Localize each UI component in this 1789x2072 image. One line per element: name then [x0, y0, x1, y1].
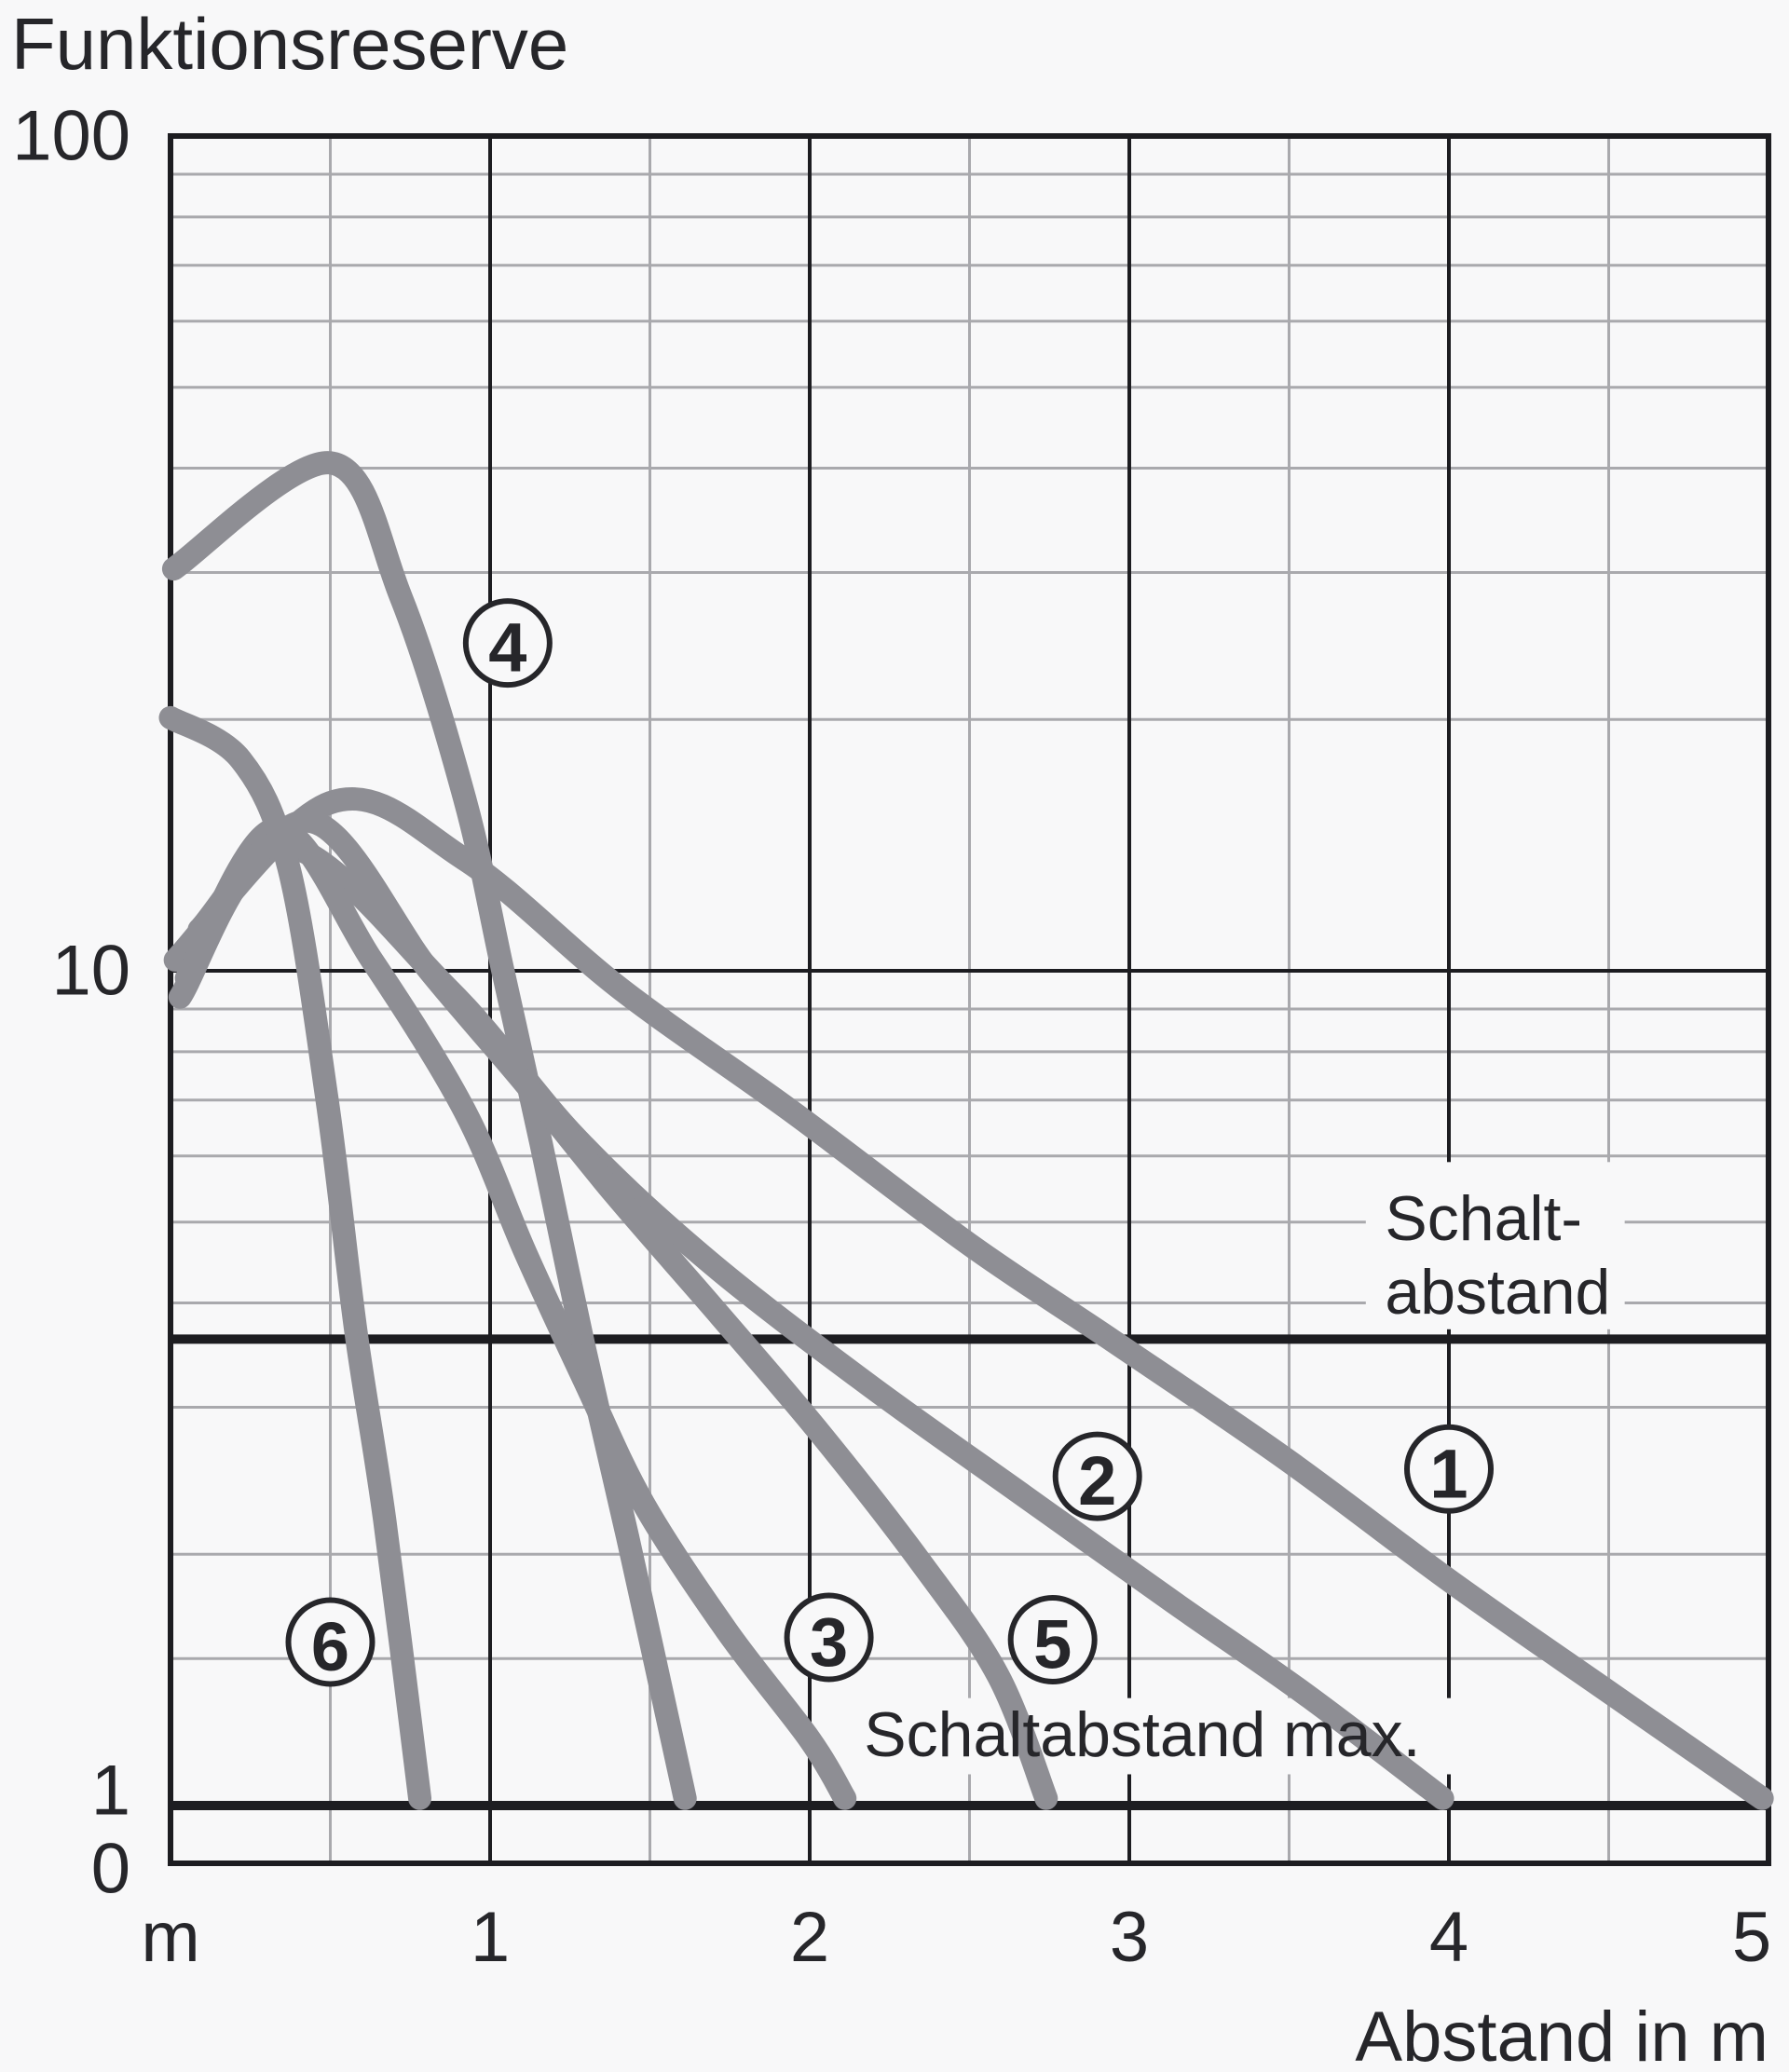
y-tick-zero: 0 [91, 1830, 130, 1909]
curve-badge-num-4: 4 [488, 609, 526, 687]
curve-badge-circle-4 [462, 598, 553, 688]
curve-badge-circle-5 [1007, 1595, 1098, 1685]
curves [158, 451, 1774, 1810]
ref-label-schaltabstand-line2: abstand [1385, 1257, 1610, 1328]
curve-badge-num-6: 6 [311, 1608, 349, 1685]
x-tick-5: 5 [1732, 1898, 1771, 1977]
label-mask-schaltabstand [1365, 1162, 1625, 1329]
ref-label-schaltabstand-line1: Schalt- [1385, 1183, 1582, 1254]
y-tick-100: 100 [12, 97, 130, 176]
x-tick-4: 4 [1429, 1898, 1468, 1977]
curve-badge-num-1: 1 [1429, 1435, 1468, 1512]
curve-badge-num-5: 5 [1033, 1606, 1072, 1684]
reference-lines [171, 1334, 1769, 1810]
curve-badge-circle-2 [1052, 1431, 1142, 1521]
curve-badge-circle-6 [285, 1597, 376, 1687]
ref-label-schaltabstand-max-line1: Schaltabstand max. [864, 1699, 1420, 1770]
curve-1 [163, 787, 1774, 1810]
x-axis-title: Abstand in m [1355, 1997, 1769, 2072]
curve-2 [168, 834, 1454, 1810]
curve-badge-num-2: 2 [1078, 1442, 1116, 1520]
curve-badge-num-3: 3 [810, 1603, 848, 1681]
y-tick-10: 10 [51, 932, 130, 1011]
curve-badges: 1 2 3 4 5 6 [285, 598, 1494, 1687]
curve-6 [158, 705, 432, 1810]
curve-badge-circle-1 [1404, 1424, 1494, 1514]
reference-labels: Schalt-abstand Schaltabstand max. [864, 1183, 1610, 1770]
x-tick-1: 1 [471, 1898, 510, 1977]
x-tick-3: 3 [1110, 1898, 1149, 1977]
x-tick-2: 2 [790, 1898, 829, 1977]
x-tick-m: m [141, 1898, 199, 1977]
y-tick-1: 1 [91, 1752, 130, 1831]
label-masks [848, 1162, 1625, 1775]
curve-4 [161, 451, 697, 1810]
chart-title: Funktionsreserve [11, 3, 569, 85]
curve-badge-circle-3 [784, 1592, 874, 1683]
curve-3 [174, 816, 857, 1810]
curve-5 [187, 810, 1058, 1810]
